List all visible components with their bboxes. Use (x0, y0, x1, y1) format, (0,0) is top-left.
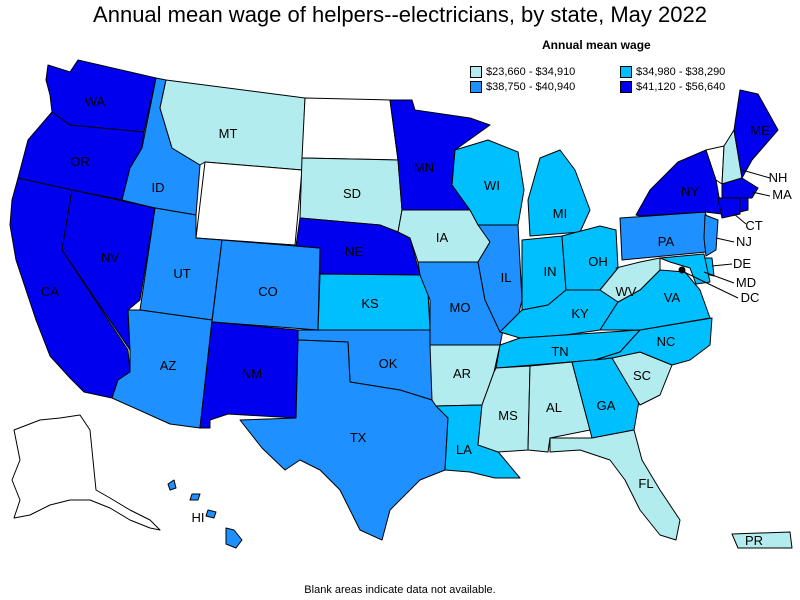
label-NH: NH (769, 170, 788, 185)
label-AZ: AZ (160, 358, 177, 373)
label-DC: DC (741, 290, 760, 305)
state-MD[interactable] (659, 253, 711, 285)
label-IN: IN (544, 264, 557, 279)
label-NC: NC (657, 334, 676, 349)
label-MS: MS (498, 408, 518, 423)
map-title: Annual mean wage of helpers--electrician… (93, 2, 707, 27)
state-ND[interactable] (301, 97, 399, 161)
legend-label-band4: $41,120 - $56,640 (636, 81, 726, 93)
legend-label-band1: $23,660 - $34,910 (486, 66, 576, 78)
legend-item-band3: $38,750 - $40,940 (470, 81, 575, 93)
legend-swatch-band1 (470, 66, 482, 78)
label-LA: LA (456, 442, 472, 457)
state-DC[interactable] (678, 266, 686, 274)
label-AR: AR (453, 366, 471, 381)
legend-label-band3: $38,750 - $40,940 (486, 81, 576, 93)
label-NM: NM (242, 366, 262, 381)
label-KY: KY (571, 306, 589, 321)
label-ME: ME (750, 123, 770, 138)
label-MD: MD (736, 275, 756, 290)
label-NE: NE (345, 244, 363, 259)
label-OR: OR (70, 154, 90, 169)
label-CO: CO (258, 284, 278, 299)
label-UT: UT (173, 266, 190, 281)
label-CA: CA (41, 284, 59, 299)
state-HI-island-4 (167, 479, 177, 491)
label-HI: HI (192, 510, 205, 525)
label-TX: TX (350, 430, 367, 445)
label-OK: OK (379, 356, 398, 371)
state-HI-island-2 (205, 509, 217, 519)
legend-item-band2: $34,980 - $38,290 (620, 66, 725, 78)
legend-swatch-band2 (620, 66, 632, 78)
state-HI[interactable] (225, 527, 243, 549)
label-NV: NV (101, 250, 119, 265)
state-FL[interactable] (549, 429, 681, 541)
legend-label-band2: $34,980 - $38,290 (636, 66, 726, 78)
label-SC: SC (633, 368, 651, 383)
state-MI[interactable] (527, 149, 591, 237)
label-ID: ID (152, 180, 165, 195)
state-CA[interactable] (9, 177, 131, 399)
label-OH: OH (588, 254, 608, 269)
label-MT: MT (219, 126, 238, 141)
label-PR: PR (745, 533, 763, 548)
label-TN: TN (551, 344, 568, 359)
footnote: Blank areas indicate data not available. (304, 584, 496, 596)
label-FL: FL (638, 476, 653, 491)
label-GA: GA (597, 398, 616, 413)
legend-swatch-band4 (620, 81, 632, 93)
label-NY: NY (681, 184, 699, 199)
state-HI-island-3 (189, 493, 201, 501)
label-NJ: NJ (736, 234, 752, 249)
state-WV[interactable] (599, 257, 661, 303)
label-MO: MO (450, 300, 471, 315)
label-leader-lines (683, 169, 771, 299)
label-MI: MI (553, 206, 567, 221)
label-MN: MN (414, 160, 434, 175)
label-MA: MA (772, 187, 792, 202)
label-SD: SD (343, 186, 361, 201)
label-WA: WA (85, 94, 106, 109)
state-WY[interactable] (195, 161, 303, 246)
state-PR[interactable] (731, 531, 793, 549)
label-DE: DE (733, 256, 751, 271)
state-CT[interactable] (717, 197, 741, 219)
state-AK[interactable] (11, 414, 161, 531)
label-CT: CT (745, 218, 762, 233)
label-WV: WV (616, 284, 637, 299)
legend-item-band1: $23,660 - $34,910 (470, 66, 575, 78)
state-TX[interactable] (239, 339, 449, 541)
label-WI: WI (484, 178, 500, 193)
state-RI[interactable] (739, 197, 749, 213)
state-NC[interactable] (594, 317, 713, 366)
label-KS: KS (361, 296, 379, 311)
label-IA: IA (436, 230, 449, 245)
label-IL: IL (501, 270, 512, 285)
state-NJ[interactable] (703, 214, 719, 257)
label-AL: AL (546, 400, 562, 415)
label-PA: PA (658, 234, 675, 249)
state-KS[interactable] (317, 273, 431, 331)
legend-swatch-band3 (470, 81, 482, 93)
legend-title: Annual mean wage (542, 38, 651, 52)
label-VA: VA (664, 290, 681, 305)
legend-item-band4: $41,120 - $56,640 (620, 81, 725, 93)
